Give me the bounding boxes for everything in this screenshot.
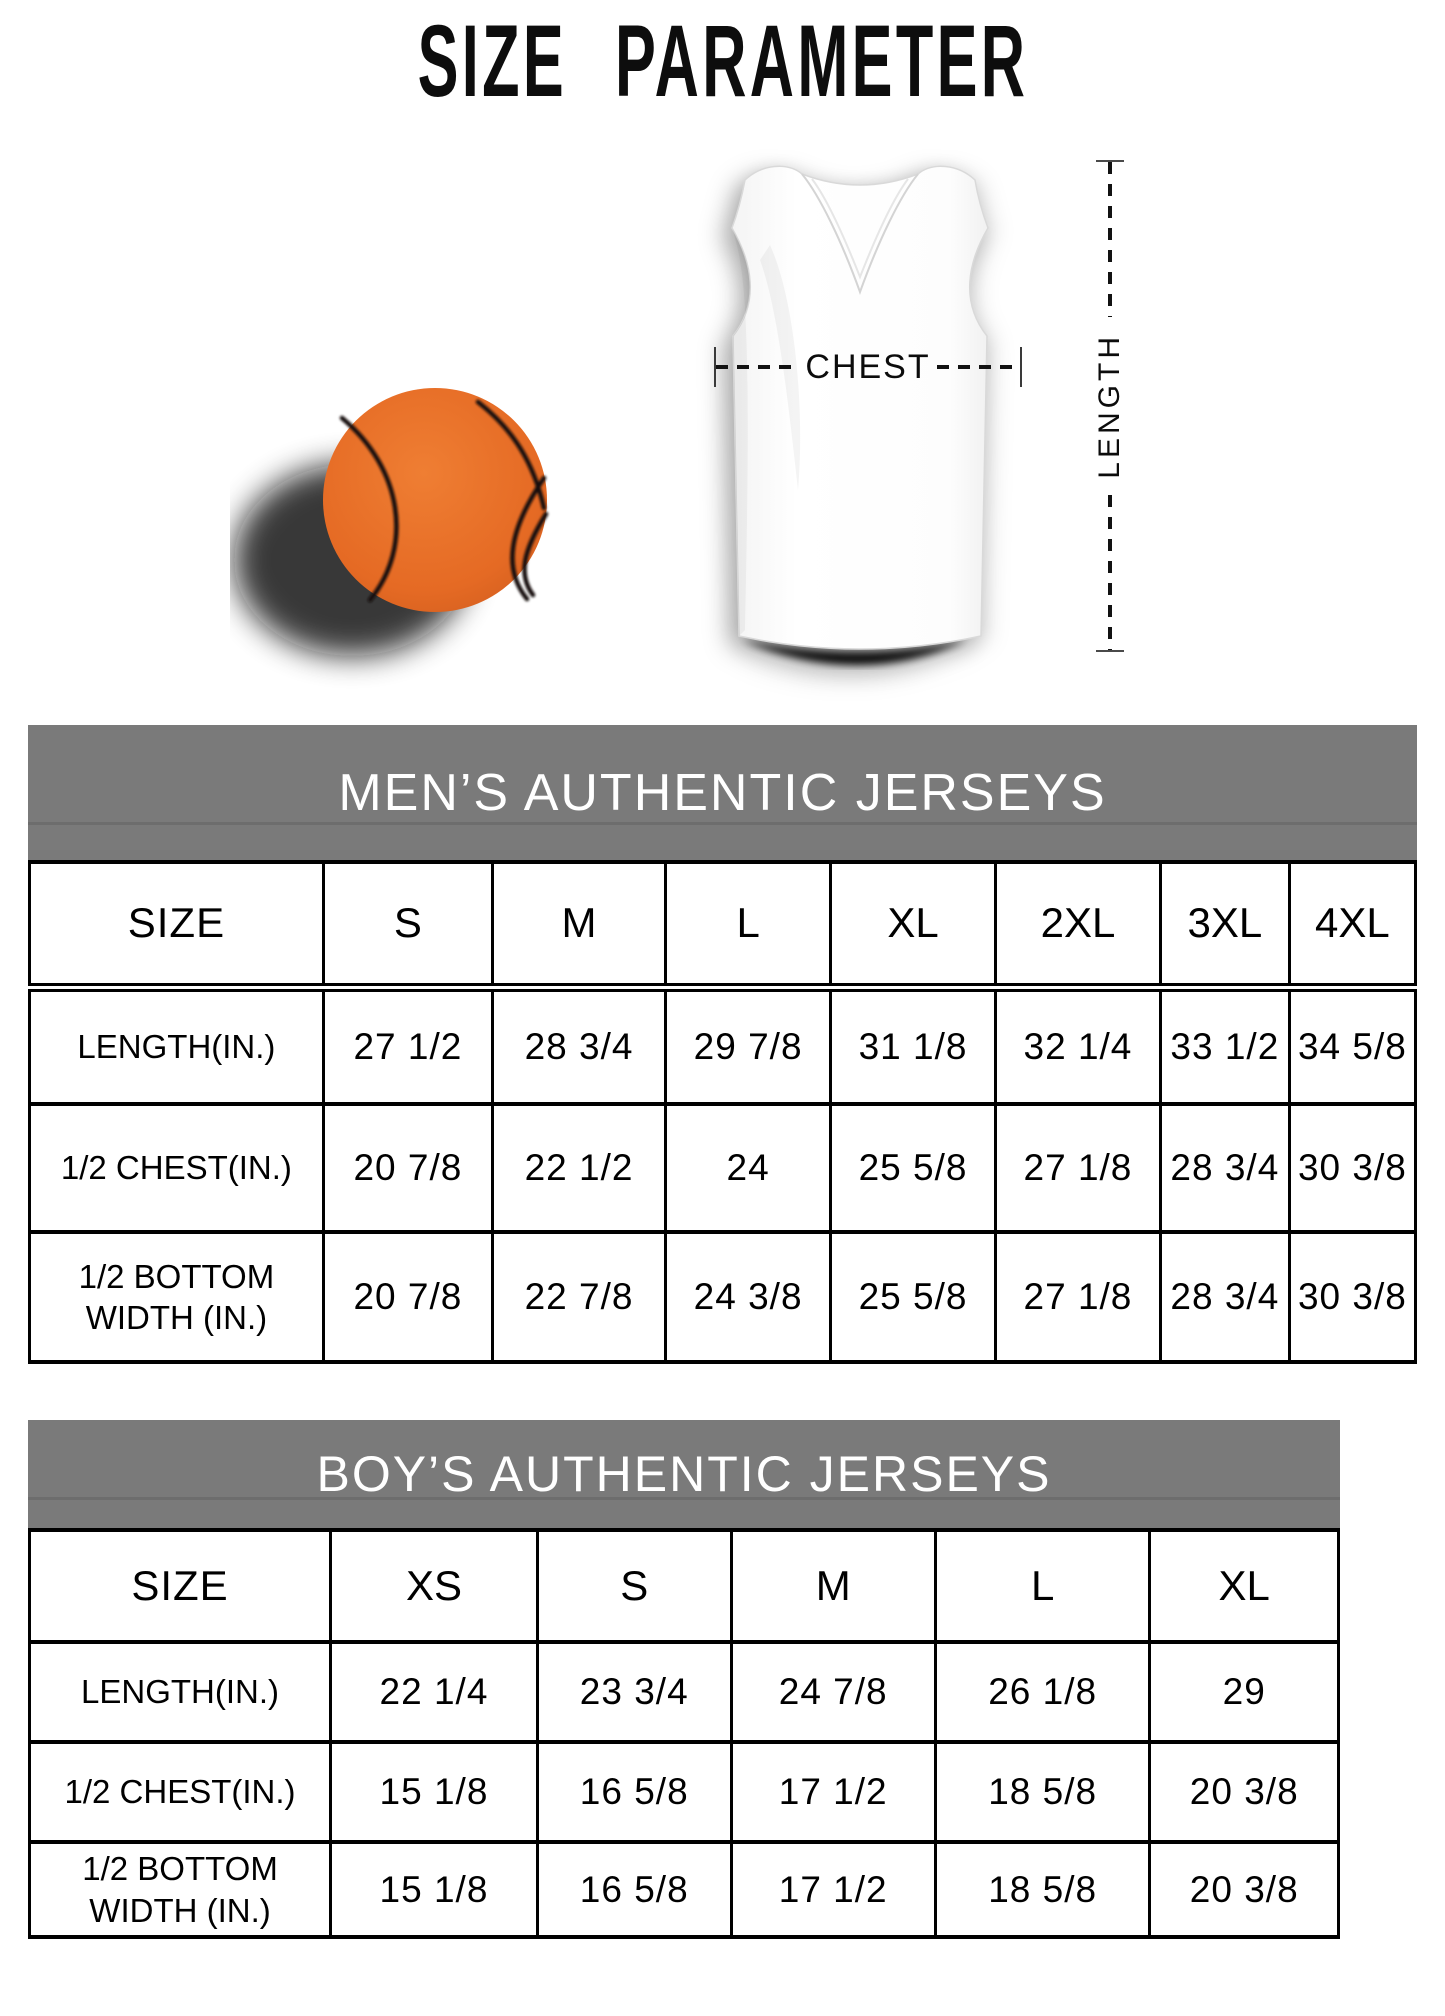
jersey-image xyxy=(731,165,989,665)
size-cell: M xyxy=(729,1528,937,1644)
measurement-label-cell: 1/2 CHEST(IN.) xyxy=(27,1740,333,1844)
page-title-text: SIZE PARAMETER xyxy=(417,4,1028,118)
basketball-image xyxy=(234,388,549,656)
page-title: SIZE PARAMETER xyxy=(0,10,1445,112)
size-cell: 2XL xyxy=(994,860,1162,992)
length-measure-line: LENGTH xyxy=(1090,160,1130,652)
size-cell: S xyxy=(321,860,494,992)
measurement-value-cell: 24 7/8 xyxy=(729,1640,937,1744)
measurement-label-cell: 1/2 BOTTOM WIDTH (IN.) xyxy=(27,1840,333,1939)
mens-table-grid: SIZE S M L XL 2XL 3XL 4XL LENGTH(IN.) 27 1/2 28 3/… xyxy=(28,860,1418,1364)
measurement-value-cell: 20 7/8 xyxy=(321,1230,494,1364)
measurement-value-cell: 28 3/4 xyxy=(490,985,668,1106)
basketball-seams xyxy=(339,399,549,603)
dashed-line-bottom xyxy=(1108,494,1112,650)
jersey-hem-shadow xyxy=(742,640,966,665)
dashed-line-top xyxy=(1108,162,1112,318)
measurement-row: 1/2 CHEST(IN.) 15 1/8 16 5/8 17 1/2 18 5/8 20… xyxy=(27,1740,1340,1844)
size-cell: XS xyxy=(329,1528,539,1644)
chest-label: CHEST xyxy=(805,347,931,386)
measurement-value-cell: 31 1/8 xyxy=(829,985,997,1106)
size-cell: 3XL xyxy=(1158,860,1291,992)
boys-table-header: BOY’S AUTHENTIC JERSEYS xyxy=(28,1420,1340,1528)
measurement-value-cell: 22 1/4 xyxy=(329,1640,539,1744)
size-label-cell: SIZE xyxy=(28,860,325,992)
measurement-value-cell: 23 3/4 xyxy=(535,1640,733,1744)
measurement-value-cell: 29 xyxy=(1148,1640,1340,1744)
measurement-label-cell: 1/2 CHEST(IN.) xyxy=(28,1102,325,1234)
mens-size-table: MEN’S AUTHENTIC JERSEYS SIZE S M L XL 2XL 3XL 4… xyxy=(28,725,1418,1364)
measurement-row: 1/2 BOTTOM WIDTH (IN.) 20 7/8 22 7/8 24 3/8… xyxy=(28,1230,1418,1364)
measurement-value-cell: 24 xyxy=(664,1102,833,1234)
measure-tick-top xyxy=(1096,160,1124,162)
measurement-value-cell: 17 1/2 xyxy=(729,1840,937,1939)
measurement-value-cell: 29 7/8 xyxy=(664,985,833,1106)
measurement-value-cell: 25 5/8 xyxy=(829,1102,997,1234)
measurement-value-cell: 17 1/2 xyxy=(729,1740,937,1844)
measurement-value-cell: 33 1/2 xyxy=(1158,985,1291,1106)
chest-measure-line: CHEST xyxy=(714,347,1023,387)
measurement-value-cell: 15 1/8 xyxy=(329,1740,539,1844)
measurement-value-cell: 27 1/2 xyxy=(321,985,494,1106)
measurement-value-cell: 32 1/4 xyxy=(994,985,1162,1106)
measurement-value-cell: 27 1/8 xyxy=(994,1230,1162,1364)
length-label: LENGTH xyxy=(1093,333,1126,479)
measure-tick-left xyxy=(714,347,716,387)
measurement-value-cell: 28 3/4 xyxy=(1158,1230,1291,1364)
measurement-label-cell: 1/2 BOTTOM WIDTH (IN.) xyxy=(28,1230,325,1364)
size-header-row: SIZE XS S M L XL xyxy=(27,1528,1340,1644)
size-cell: M xyxy=(490,860,668,992)
size-header-row: SIZE S M L XL 2XL 3XL 4XL xyxy=(28,860,1418,992)
jersey-body xyxy=(731,165,989,650)
size-cell: XL xyxy=(829,860,997,992)
measurement-value-cell: 18 5/8 xyxy=(933,1740,1152,1844)
measurement-value-cell: 28 3/4 xyxy=(1158,1102,1291,1234)
measurement-value-cell: 15 1/8 xyxy=(329,1840,539,1939)
measurement-label-cell: LENGTH(IN.) xyxy=(27,1640,333,1744)
measurement-value-cell: 20 7/8 xyxy=(321,1102,494,1234)
measurement-value-cell: 24 3/8 xyxy=(664,1230,833,1364)
size-cell: L xyxy=(664,860,833,992)
measurement-value-cell: 22 1/2 xyxy=(490,1102,668,1234)
measurement-value-cell: 16 5/8 xyxy=(535,1840,733,1939)
size-cell: L xyxy=(933,1528,1152,1644)
measurement-value-cell: 22 7/8 xyxy=(490,1230,668,1364)
jersey-vneck-trim xyxy=(801,173,919,295)
measurement-value-cell: 25 5/8 xyxy=(829,1230,997,1364)
dashed-line-right xyxy=(936,365,1021,369)
boys-table-grid: SIZE XS S M L XL LENGTH(IN.) 22 1/4 23 3/4 24 7/8… xyxy=(27,1528,1340,1939)
measurement-value-cell: 30 3/8 xyxy=(1287,1102,1418,1234)
measurement-value-cell: 16 5/8 xyxy=(535,1740,733,1844)
measurement-value-cell: 18 5/8 xyxy=(933,1840,1152,1939)
size-cell: XL xyxy=(1148,1528,1340,1644)
measurement-row: LENGTH(IN.) 22 1/4 23 3/4 24 7/8 26 1/8 29 xyxy=(27,1640,1340,1744)
measurement-value-cell: 27 1/8 xyxy=(994,1102,1162,1234)
dashed-line-left xyxy=(716,365,800,369)
measurement-value-cell: 34 5/8 xyxy=(1287,985,1418,1106)
measurement-row: 1/2 BOTTOM WIDTH (IN.) 15 1/8 16 5/8 17 1/2… xyxy=(27,1840,1340,1939)
measurement-row: 1/2 CHEST(IN.) 20 7/8 22 1/2 24 25 5/8 27 1/8… xyxy=(28,1102,1418,1234)
measurement-value-cell: 30 3/8 xyxy=(1287,1230,1418,1364)
measure-tick-right xyxy=(1020,347,1023,387)
mens-table-header: MEN’S AUTHENTIC JERSEYS xyxy=(28,725,1417,860)
measurement-value-cell: 20 3/8 xyxy=(1148,1740,1340,1844)
measurement-value-cell: 20 3/8 xyxy=(1148,1840,1340,1939)
measurement-label-cell: LENGTH(IN.) xyxy=(28,985,325,1106)
size-cell: 4XL xyxy=(1287,860,1418,992)
measurement-row: LENGTH(IN.) 27 1/2 28 3/4 29 7/8 31 1/8 32 1/… xyxy=(28,985,1418,1106)
size-cell: S xyxy=(535,1528,733,1644)
boys-size-table: BOY’S AUTHENTIC JERSEYS SIZE XS S M L XL LENGT… xyxy=(27,1420,1340,1939)
size-label-cell: SIZE xyxy=(27,1528,333,1644)
measurement-value-cell: 26 1/8 xyxy=(933,1640,1152,1744)
measure-tick-bottom xyxy=(1096,650,1124,652)
basketball-ball xyxy=(323,388,547,612)
